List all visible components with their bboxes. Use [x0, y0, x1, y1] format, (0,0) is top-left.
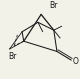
Text: Br: Br: [49, 1, 57, 10]
Text: O: O: [73, 57, 79, 66]
Text: Br: Br: [8, 52, 16, 61]
